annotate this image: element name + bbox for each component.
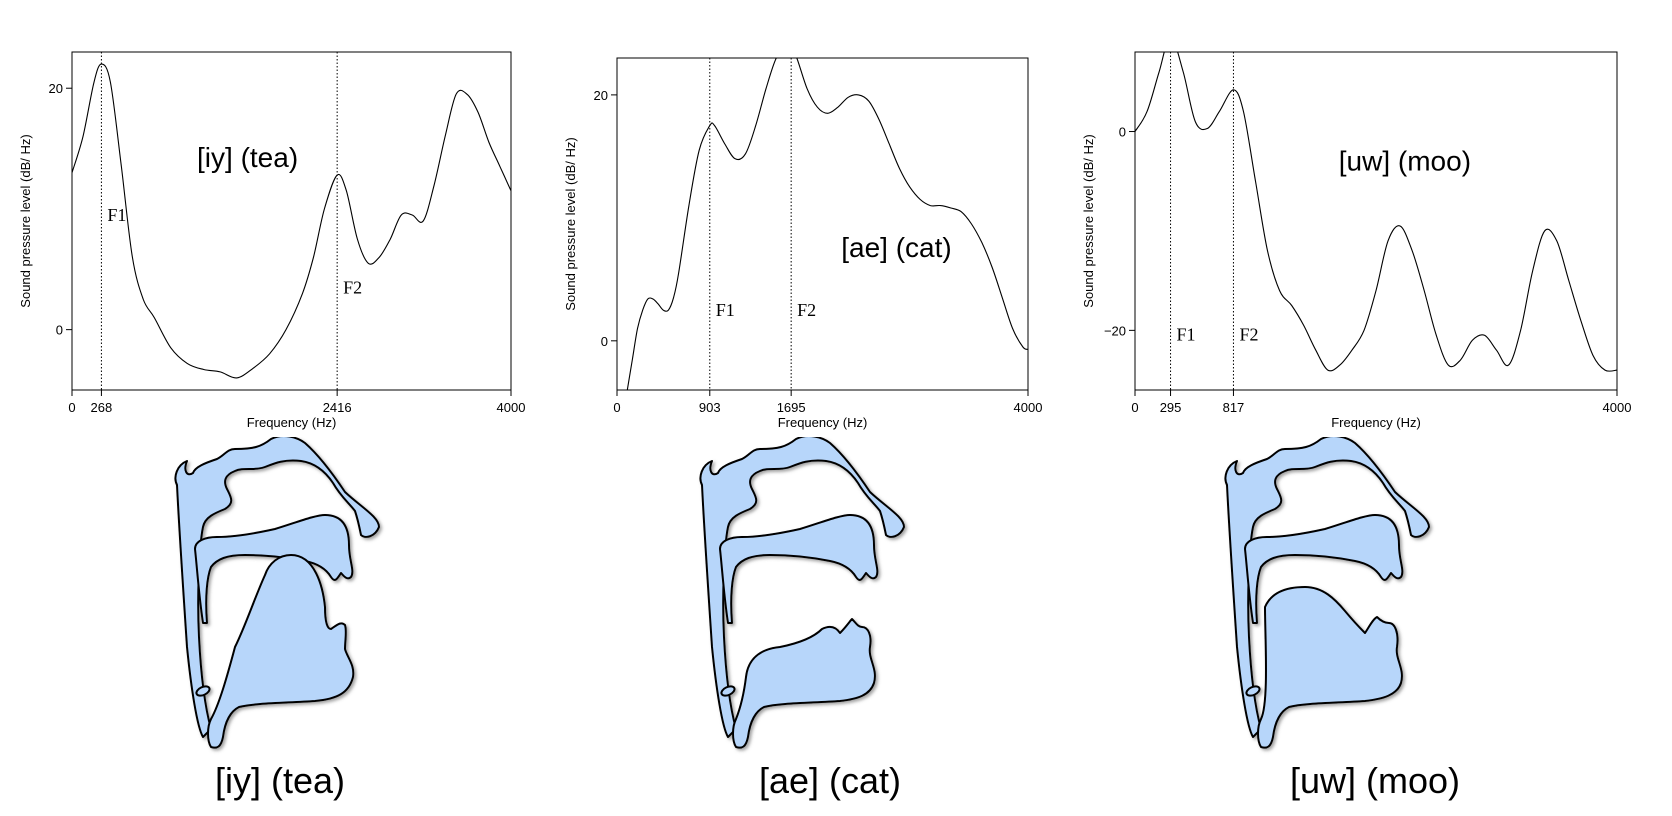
y-axis-label: Sound pressure level (dB/ Hz) bbox=[563, 137, 578, 310]
spectra-svg: F1 F2 0 268 2416 4000 0 20 Frequency (Hz) Sound p… bbox=[18, 51, 1632, 430]
chart-title: [ae] (cat) bbox=[841, 232, 951, 263]
caption-uw: [uw] (moo) bbox=[1289, 760, 1461, 801]
x-tick-label: 4000 bbox=[497, 400, 526, 415]
y-tick-label: −20 bbox=[1104, 323, 1126, 338]
y-axis-label: Sound pressure level (dB/ Hz) bbox=[18, 134, 33, 307]
vocal-tract-uw bbox=[1215, 437, 1455, 767]
x-tick-label: 4000 bbox=[1014, 400, 1043, 415]
x-tick-label: 1695 bbox=[777, 400, 806, 415]
plot-frame bbox=[71, 51, 512, 391]
formant-label-f2: F2 bbox=[1239, 324, 1258, 344]
x-tick-label: 0 bbox=[1131, 400, 1138, 415]
spectrum-curve bbox=[72, 63, 511, 379]
x-tick-label: 0 bbox=[613, 400, 620, 415]
x-tick-label: 268 bbox=[91, 400, 113, 415]
y-tick-label: 20 bbox=[49, 81, 63, 96]
chart-1: F1 F2 0 268 2416 4000 0 20 Frequency (Hz) Sound p… bbox=[18, 51, 526, 430]
formant-label-f1: F1 bbox=[716, 300, 735, 320]
spectrum-curve bbox=[626, 58, 1028, 390]
caption-iy: [iy] (tea) bbox=[214, 760, 346, 801]
y-tick-label: 20 bbox=[594, 88, 608, 103]
y-tick-label: 0 bbox=[1119, 125, 1126, 140]
chart-title: [iy] (tea) bbox=[197, 142, 298, 173]
y-axis-label: Sound pressure level (dB/ Hz) bbox=[1081, 134, 1096, 307]
x-axis-label: Frequency (Hz) bbox=[778, 415, 868, 430]
plot-frame bbox=[1134, 51, 1618, 391]
x-axis-label: Frequency (Hz) bbox=[1331, 415, 1421, 430]
chart-title: [uw] (moo) bbox=[1339, 145, 1471, 176]
vocal-tract-iy bbox=[165, 437, 405, 767]
chart-2: F1 F2 0 903 1695 4000 0 20 Frequency (Hz) Sound p… bbox=[563, 57, 1043, 430]
x-tick-label: 0 bbox=[68, 400, 75, 415]
caption-ae: [ae] (cat) bbox=[758, 760, 902, 801]
x-tick-label: 295 bbox=[1160, 400, 1182, 415]
chart-3: F1 F2 0 295 817 4000 −20 0 Frequency (Hz) Sound p… bbox=[1081, 51, 1632, 430]
y-tick-label: 0 bbox=[601, 334, 608, 349]
y-tick-label: 0 bbox=[56, 323, 63, 338]
formant-label-f2: F2 bbox=[343, 277, 362, 297]
x-tick-label: 2416 bbox=[323, 400, 352, 415]
plot-frame bbox=[616, 57, 1029, 391]
formant-label-f1: F1 bbox=[107, 205, 126, 225]
spectrum-curve bbox=[1135, 52, 1617, 372]
vocal-tract-ae bbox=[690, 437, 930, 767]
formant-label-f1: F1 bbox=[1177, 324, 1196, 344]
x-tick-label: 817 bbox=[1223, 400, 1245, 415]
x-tick-label: 903 bbox=[699, 400, 721, 415]
x-tick-label: 4000 bbox=[1603, 400, 1632, 415]
spectra-figure: F1 F2 0 268 2416 4000 0 20 Frequency (Hz) Sound p… bbox=[18, 51, 1632, 430]
formant-label-f2: F2 bbox=[797, 300, 816, 320]
x-axis-label: Frequency (Hz) bbox=[247, 415, 337, 430]
